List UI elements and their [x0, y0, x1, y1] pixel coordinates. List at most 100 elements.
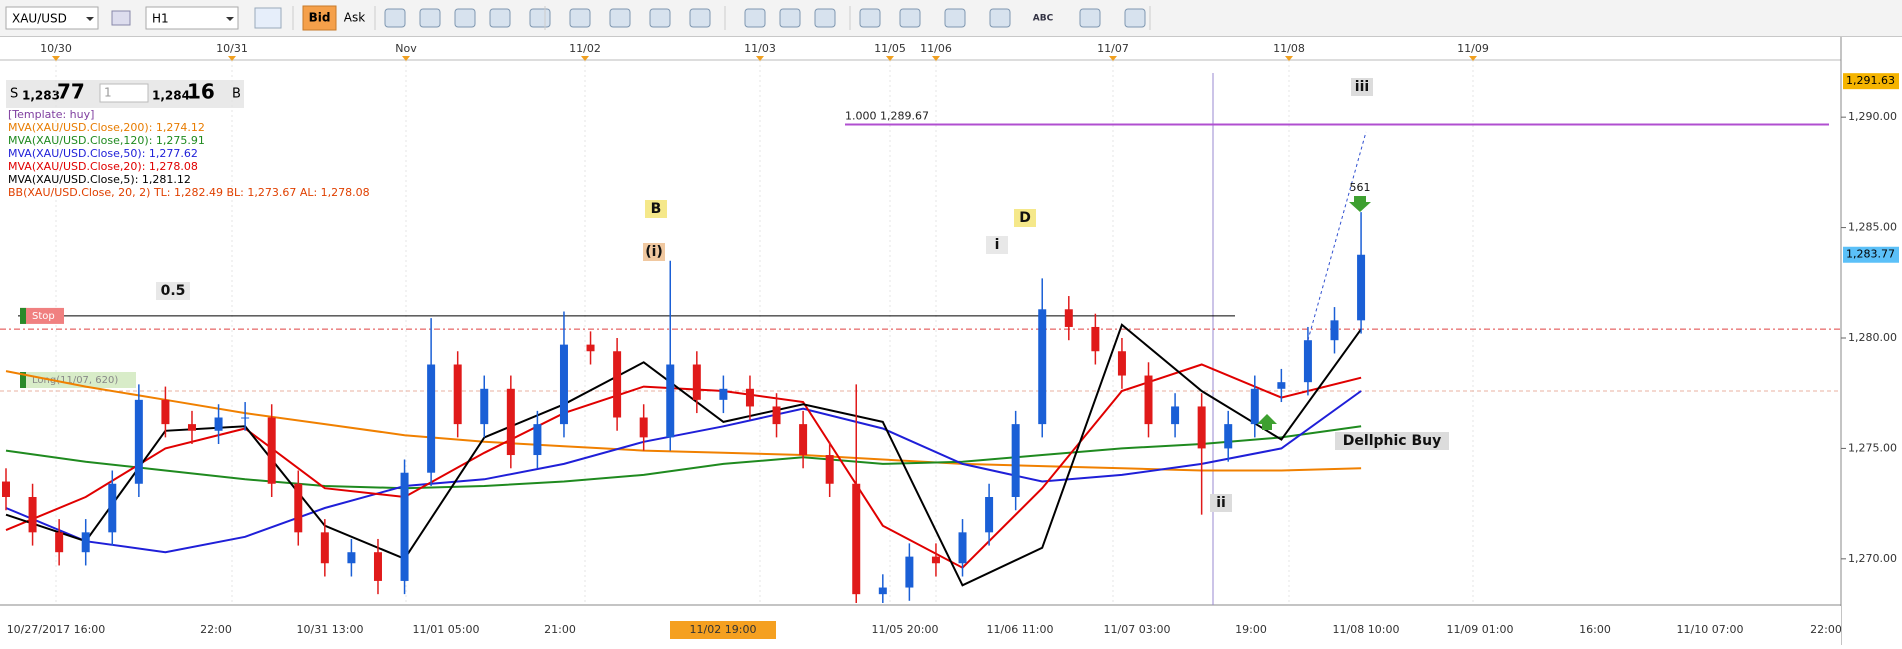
annotation: D	[1019, 210, 1031, 226]
event-marker	[1285, 56, 1293, 61]
time-label: 11/01 05:00	[413, 623, 480, 636]
y-tick-label: 1,270.00	[1848, 552, 1897, 565]
event-marker	[52, 56, 60, 61]
tool-icon[interactable]	[779, 8, 801, 28]
tool-icon[interactable]	[814, 8, 836, 28]
legend-entry: MVA(XAU/USD.Close,200): 1,274.12	[8, 121, 205, 134]
candle-body	[958, 532, 967, 564]
long-box	[20, 372, 136, 388]
moving-average	[5, 370, 1362, 472]
y-tick-label: 1,285.00	[1848, 221, 1897, 234]
candle-body	[639, 417, 648, 438]
time-label: 11/02 19:00	[690, 623, 757, 636]
time-label: 22:00	[1810, 623, 1842, 636]
tool-icon[interactable]	[569, 8, 591, 28]
price-marker-label: 1,291.63	[1846, 74, 1895, 87]
candle-body	[799, 424, 808, 456]
time-label: 19:00	[1235, 623, 1267, 636]
candle-body	[347, 552, 356, 564]
candle-body	[772, 406, 781, 425]
quote-buy: B	[232, 87, 241, 102]
tool-icon[interactable]	[529, 8, 551, 28]
tool-icon[interactable]	[989, 8, 1011, 28]
candle-body	[1038, 309, 1047, 425]
candle-body	[187, 424, 196, 431]
tool-icon[interactable]	[944, 8, 966, 28]
candle-body	[1330, 320, 1339, 341]
annotation-box	[156, 282, 190, 300]
tool-icon[interactable]	[254, 7, 282, 29]
candle-body	[1117, 351, 1126, 376]
time-label: 11/07 03:00	[1104, 623, 1171, 636]
candle-body	[559, 344, 568, 425]
time-label: 11/05 20:00	[872, 623, 939, 636]
candle-body	[214, 417, 223, 431]
moving-average	[5, 390, 1362, 554]
y-tick-label: 1,290.00	[1848, 110, 1897, 123]
tool-icon[interactable]	[454, 8, 476, 28]
tool-icon[interactable]	[384, 8, 406, 28]
candle-body	[294, 483, 303, 533]
annotation-box	[643, 243, 665, 261]
tool-icon[interactable]	[689, 8, 711, 28]
time-label: 16:00	[1579, 623, 1611, 636]
timeframe-select[interactable]	[145, 6, 239, 30]
tool-icon[interactable]	[1124, 8, 1146, 28]
fib-label: 1.000 1,289.67	[845, 109, 929, 122]
candle-body	[878, 587, 887, 595]
candle-body	[1064, 309, 1073, 327]
dropdown-arrow	[86, 17, 94, 21]
date-label: 11/03	[744, 42, 776, 55]
annotation-box	[1335, 432, 1449, 450]
tool-icon[interactable]	[899, 8, 921, 28]
symbol-select[interactable]	[5, 6, 99, 30]
tool-icon[interactable]	[744, 8, 766, 28]
event-marker	[756, 56, 764, 61]
time-label: 10/27/2017 16:00	[7, 623, 106, 636]
tool-icon[interactable]	[111, 10, 131, 26]
date-label: 11/07	[1097, 42, 1129, 55]
annotation-box	[1351, 78, 1373, 96]
abc-tool[interactable]: ABC	[1033, 14, 1054, 24]
candle-body	[1277, 382, 1286, 389]
candle-body	[1224, 424, 1233, 449]
tool-icon[interactable]	[419, 8, 441, 28]
bid-small: 77	[57, 80, 85, 104]
tool-icon[interactable]	[859, 8, 881, 28]
candle-body	[373, 552, 382, 581]
candle-body	[1144, 375, 1153, 425]
candle-body	[2, 481, 10, 497]
legend-entry: MVA(XAU/USD.Close,20): 1,278.08	[8, 160, 198, 173]
bid-label: Bid	[309, 11, 331, 25]
ask-label: Ask	[344, 11, 365, 25]
price-marker	[1843, 73, 1899, 90]
ask-button[interactable]	[341, 6, 368, 30]
event-marker	[1109, 56, 1117, 61]
legend-entry: BB(XAU/USD.Close, 20, 2) TL: 1,282.49 BL…	[8, 186, 370, 199]
bid-button[interactable]	[302, 5, 337, 31]
annotation: 561	[1350, 181, 1371, 194]
annotation-box	[645, 200, 667, 218]
buy-arrow	[1257, 414, 1277, 430]
candle-body	[55, 532, 64, 553]
candle-body	[108, 483, 117, 533]
candle-body	[533, 424, 542, 456]
stop-handle	[20, 307, 26, 324]
candle-body	[1197, 406, 1206, 449]
price-marker	[1843, 246, 1899, 263]
tool-icon[interactable]	[489, 8, 511, 28]
time-label: 22:00	[200, 623, 232, 636]
sell-arrow	[1349, 196, 1371, 212]
tool-icon[interactable]	[609, 8, 631, 28]
stop-label: Stop	[32, 311, 55, 322]
candle-body	[745, 388, 754, 407]
stop-box	[20, 307, 64, 324]
annotation: B	[651, 201, 662, 217]
toolbar-icons	[292, 6, 1151, 30]
lot-input[interactable]	[99, 83, 149, 103]
tool-icon[interactable]	[1079, 8, 1101, 28]
moving-average	[5, 323, 1362, 587]
tool-icon[interactable]	[649, 8, 671, 28]
candle-body	[692, 364, 701, 400]
